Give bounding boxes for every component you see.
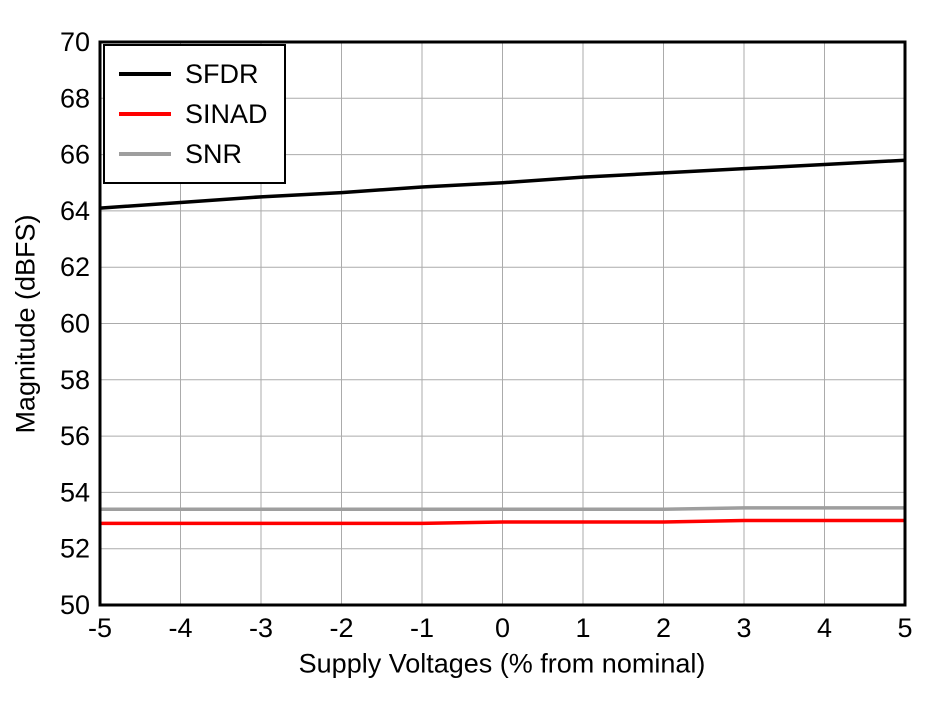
- y-axis-label: Magnitude (dBFS): [10, 214, 41, 434]
- legend-item-sfdr: SFDR: [119, 56, 268, 92]
- chart-legend: SFDR SINAD SNR: [103, 44, 286, 184]
- legend-line-swatch-snr: [119, 152, 171, 156]
- legend-label-sinad: SINAD: [185, 98, 268, 129]
- legend-label-sfdr: SFDR: [185, 58, 259, 89]
- y-tick-label: 70: [60, 27, 90, 57]
- x-tick-label: -2: [329, 613, 353, 643]
- y-tick-label: 58: [60, 365, 90, 395]
- y-tick-label: 64: [60, 196, 90, 226]
- x-tick-label: -4: [168, 613, 192, 643]
- y-tick-label: 60: [60, 309, 90, 339]
- x-axis-label: Supply Voltages (% from nominal): [298, 648, 706, 679]
- x-tick-label: -5: [88, 613, 112, 643]
- x-tick-label: 4: [817, 613, 832, 643]
- series-line-snr: [100, 506, 905, 512]
- x-tick-label: -1: [410, 613, 434, 643]
- y-tick-label: 54: [60, 477, 90, 507]
- y-tick-label: 68: [60, 83, 90, 113]
- legend-line-swatch-sinad: [119, 112, 171, 116]
- x-tick-label: 0: [495, 613, 510, 643]
- x-tick-label: 1: [575, 613, 590, 643]
- legend-item-sinad: SINAD: [119, 96, 268, 132]
- series-line-sinad: [100, 518, 905, 526]
- legend-label-snr: SNR: [185, 138, 243, 169]
- y-tick-label: 52: [60, 534, 90, 564]
- y-tick-label: 50: [60, 590, 90, 620]
- legend-item-snr: SNR: [119, 136, 268, 172]
- plot-border: [98, 40, 907, 607]
- y-tick-label: 56: [60, 421, 90, 451]
- x-tick-label: 2: [656, 613, 671, 643]
- series-line-sfdr: [99, 158, 906, 210]
- x-tick-label: -3: [249, 613, 273, 643]
- y-tick-label: 66: [60, 140, 90, 170]
- x-tick-label: 5: [897, 613, 912, 643]
- y-tick-label: 62: [60, 252, 90, 282]
- x-tick-label: 3: [736, 613, 751, 643]
- legend-line-swatch-sfdr: [119, 72, 171, 76]
